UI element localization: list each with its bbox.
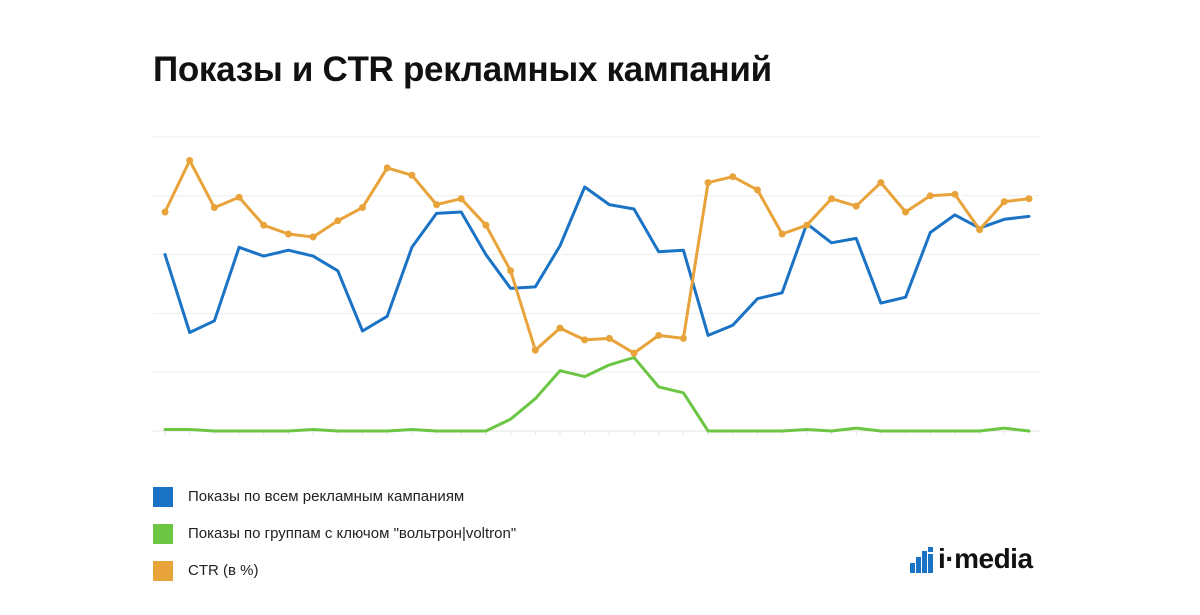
legend-label-ctr: CTR (в %) <box>188 562 259 579</box>
data-point-2-29 <box>877 179 885 187</box>
data-point-2-18 <box>605 334 613 342</box>
legend-item-impressions-all: Показы по всем рекламным кампаниям <box>153 478 516 515</box>
data-point-2-11 <box>433 201 441 209</box>
bars-logo-icon <box>910 547 933 573</box>
data-point-2-19 <box>630 349 638 357</box>
imedia-logo: i·media <box>910 543 1033 573</box>
data-point-2-30 <box>902 208 910 216</box>
data-point-2-1 <box>186 157 194 165</box>
data-point-2-34 <box>1000 198 1008 206</box>
data-point-2-27 <box>828 195 836 203</box>
data-point-2-5 <box>284 230 292 238</box>
legend-swatch-ctr <box>153 560 173 581</box>
data-point-2-13 <box>482 221 490 229</box>
data-point-2-10 <box>408 171 416 179</box>
series-line-2 <box>163 159 1031 355</box>
legend-label-impressions-all: Показы по всем рекламным кампаниям <box>188 488 465 505</box>
legend-item-impressions-voltron: Показы по группам с ключом "вольтрон|vol… <box>153 515 516 552</box>
data-point-2-4 <box>260 221 268 229</box>
legend-item-ctr: CTR (в %) <box>153 552 516 589</box>
data-point-2-33 <box>976 226 984 234</box>
data-point-2-17 <box>581 336 589 344</box>
data-point-2-21 <box>679 334 687 342</box>
legend-label-impressions-voltron: Показы по группам с ключом "вольтрон|vol… <box>188 525 517 542</box>
data-point-2-9 <box>383 164 391 172</box>
data-point-2-22 <box>704 179 712 187</box>
data-point-2-23 <box>729 173 737 181</box>
data-point-2-6 <box>309 233 317 241</box>
series-line-0 <box>163 185 1031 337</box>
data-point-2-7 <box>334 217 342 225</box>
data-point-2-2 <box>210 204 218 212</box>
data-point-2-31 <box>926 192 934 200</box>
chart-title: Показы и CTR рекламных кампаний <box>153 50 772 89</box>
data-point-2-24 <box>753 186 761 194</box>
data-point-2-16 <box>556 324 564 332</box>
legend-swatch-impressions-voltron <box>153 523 173 544</box>
chart-grid <box>153 136 1041 435</box>
data-point-2-14 <box>507 267 515 275</box>
data-point-2-15 <box>531 346 539 354</box>
logo-text: i·media <box>938 543 1033 574</box>
line-chart <box>153 136 1041 435</box>
data-point-2-12 <box>457 195 465 203</box>
chart-series <box>161 157 1033 433</box>
data-point-2-32 <box>951 190 959 198</box>
data-point-2-28 <box>852 202 860 210</box>
data-point-2-35 <box>1025 195 1033 203</box>
chart-legend: Показы по всем рекламным кампаниям Показ… <box>153 478 516 589</box>
data-point-2-25 <box>778 230 786 238</box>
data-point-2-26 <box>803 221 811 229</box>
data-point-2-8 <box>358 204 366 212</box>
data-point-2-20 <box>655 331 663 339</box>
legend-swatch-impressions-all <box>153 486 173 507</box>
data-point-2-3 <box>235 193 243 201</box>
data-point-2-0 <box>161 208 169 216</box>
series-line-1 <box>163 356 1031 433</box>
